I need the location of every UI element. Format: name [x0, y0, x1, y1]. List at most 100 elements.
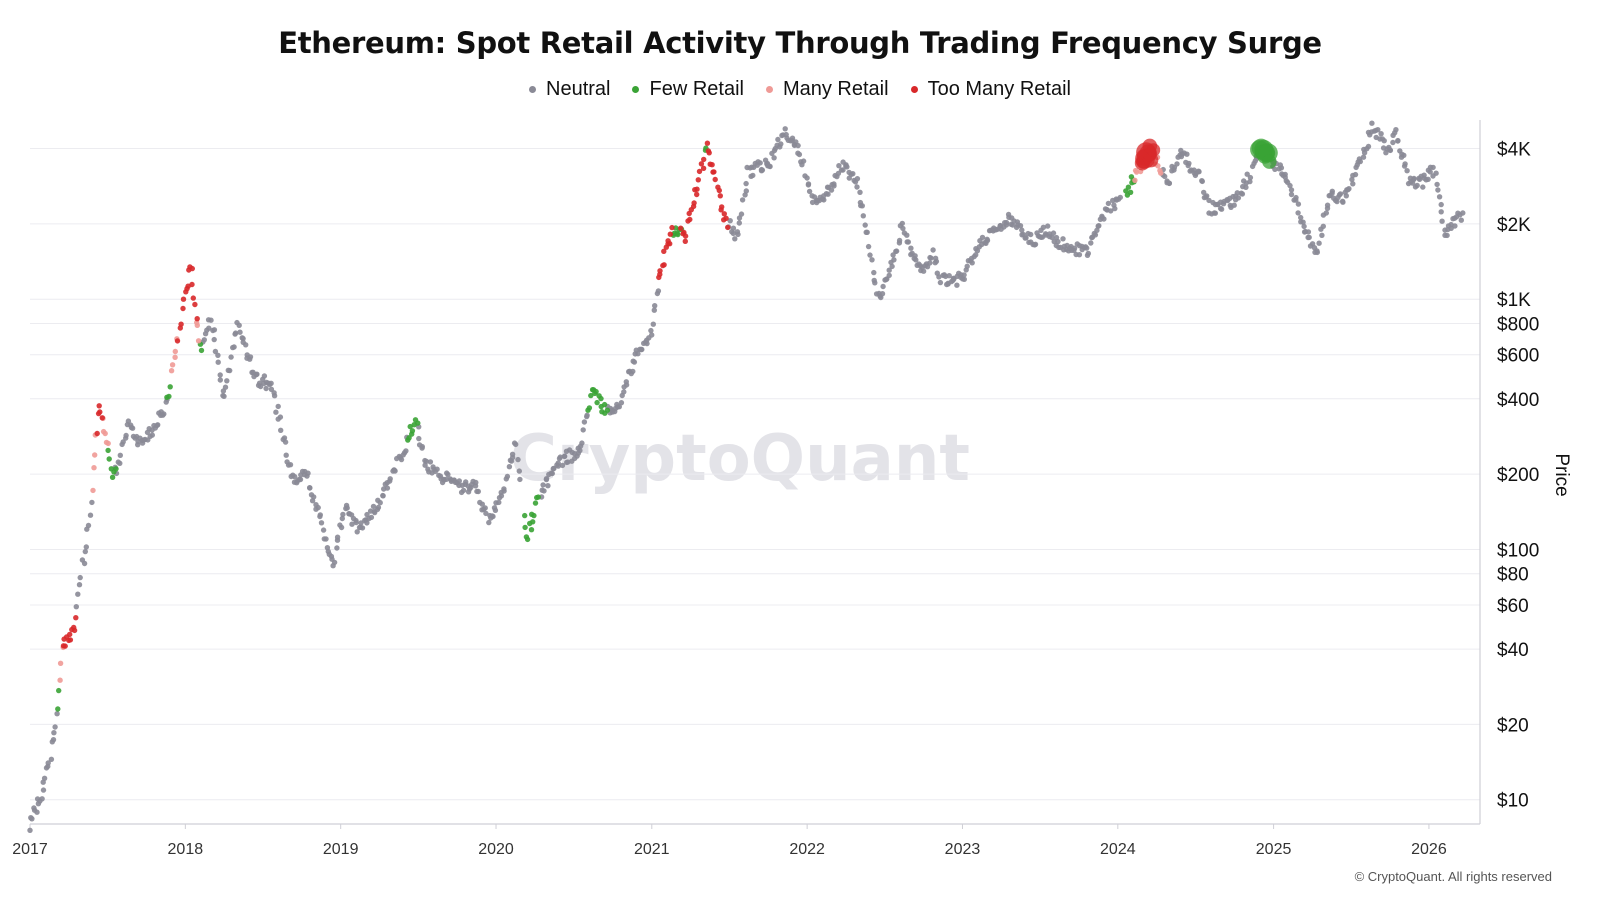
point-few-retail: [198, 347, 205, 354]
point-neutral: [1247, 178, 1253, 185]
point-neutral: [1357, 158, 1364, 165]
point-neutral: [340, 511, 346, 518]
legend-item-too-many-retail[interactable]: Too Many Retail: [910, 78, 1071, 101]
point-neutral: [979, 234, 986, 241]
point-neutral: [416, 435, 422, 442]
point-few-retail: [166, 393, 172, 400]
point-neutral: [40, 787, 47, 793]
point-too-many-retail: [700, 165, 707, 171]
point-few-retail: [55, 706, 61, 712]
point-too-many-retail: [711, 169, 717, 175]
legend-item-many-retail[interactable]: Many Retail: [765, 78, 889, 101]
point-neutral: [1076, 252, 1083, 258]
point-neutral: [936, 274, 942, 280]
point-neutral: [1117, 194, 1124, 201]
point-neutral: [317, 512, 323, 518]
point-neutral: [757, 160, 763, 166]
data-points: [27, 120, 1466, 833]
point-neutral: [1247, 174, 1254, 181]
point-neutral: [445, 471, 451, 478]
point-neutral: [1112, 205, 1118, 212]
point-neutral: [551, 465, 557, 472]
legend-marker-many-retail: [765, 86, 773, 93]
point-neutral: [880, 283, 886, 290]
point-neutral: [261, 373, 268, 379]
point-neutral: [1324, 205, 1331, 211]
point-neutral: [908, 245, 914, 251]
point-neutral: [211, 336, 217, 343]
point-neutral: [1360, 154, 1367, 160]
point-neutral: [872, 280, 878, 286]
point-neutral: [767, 163, 773, 170]
point-neutral: [1378, 131, 1384, 137]
point-neutral: [155, 422, 161, 428]
x-tick-label: 2020: [478, 841, 514, 858]
point-neutral: [368, 514, 375, 521]
point-neutral: [89, 499, 95, 506]
point-neutral: [964, 263, 970, 269]
point-neutral: [1010, 222, 1016, 228]
point-neutral: [1375, 127, 1381, 133]
point-neutral: [1040, 224, 1047, 230]
point-neutral: [871, 269, 877, 276]
point-neutral: [1329, 188, 1336, 194]
point-neutral: [860, 213, 866, 219]
point-neutral: [231, 344, 237, 350]
point-too-many-retail: [178, 321, 184, 327]
point-neutral: [353, 519, 359, 526]
point-neutral: [504, 473, 511, 480]
point-neutral: [1201, 189, 1207, 196]
point-neutral: [201, 337, 207, 343]
point-neutral: [282, 439, 289, 445]
point-neutral: [1393, 127, 1399, 133]
legend-item-neutral[interactable]: Neutral: [529, 78, 610, 101]
point-neutral: [50, 737, 57, 743]
point-neutral: [623, 379, 629, 385]
point-neutral: [1023, 235, 1029, 241]
point-neutral: [254, 371, 260, 377]
series-few-retail: [55, 138, 1278, 712]
point-neutral: [913, 257, 919, 263]
point-neutral: [1288, 187, 1295, 193]
point-neutral: [1162, 173, 1168, 180]
point-many-retail: [194, 322, 200, 328]
point-neutral: [434, 466, 440, 472]
point-neutral: [1369, 120, 1375, 126]
point-neutral: [208, 317, 214, 323]
point-too-many-retail: [192, 301, 198, 308]
point-few-retail: [522, 524, 528, 531]
legend-marker-neutral: [529, 86, 536, 93]
point-neutral: [865, 243, 872, 250]
point-few-retail: [586, 405, 593, 411]
point-neutral: [513, 441, 519, 448]
point-neutral: [41, 775, 48, 781]
point-neutral: [771, 155, 777, 161]
point-neutral: [954, 282, 960, 288]
point-neutral: [743, 180, 749, 187]
point-neutral: [1212, 210, 1219, 216]
legend-item-few-retail[interactable]: Few Retail: [632, 78, 744, 101]
point-few-retail: [106, 456, 112, 462]
point-few-retail: [522, 512, 528, 519]
point-neutral: [886, 272, 892, 279]
point-few-retail: [1127, 189, 1134, 195]
point-neutral: [315, 504, 321, 511]
point-neutral: [292, 474, 298, 480]
x-tick-label: 2018: [168, 841, 204, 858]
point-too-many-retail: [194, 316, 200, 322]
point-neutral: [1352, 171, 1359, 178]
point-few-retail: [105, 447, 111, 454]
point-neutral: [735, 231, 741, 238]
point-neutral: [1092, 232, 1099, 238]
point-neutral: [76, 582, 83, 588]
point-few-retail: [594, 399, 600, 406]
point-neutral: [215, 359, 221, 365]
x-tick-label: 2019: [323, 841, 359, 858]
point-neutral: [123, 432, 129, 439]
point-too-many-retail: [97, 409, 103, 415]
point-neutral: [1166, 180, 1173, 186]
point-neutral: [649, 332, 655, 338]
point-neutral: [492, 507, 499, 513]
point-too-many-retail: [71, 627, 78, 634]
